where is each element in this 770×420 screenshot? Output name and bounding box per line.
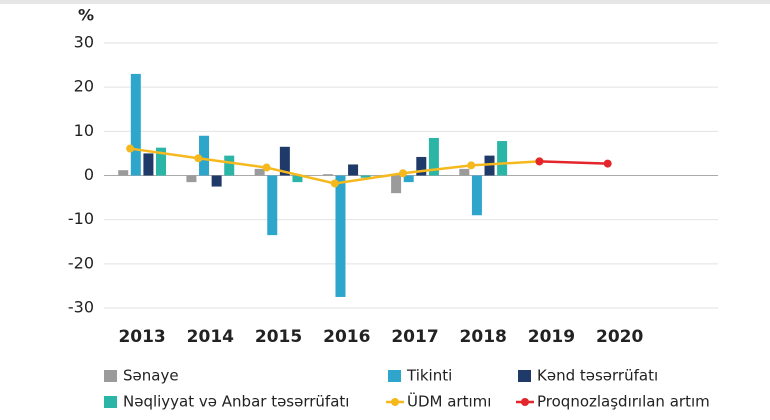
legend-swatch bbox=[104, 396, 117, 408]
bar bbox=[143, 153, 154, 176]
line-point bbox=[535, 157, 544, 166]
legend-swatch bbox=[388, 370, 401, 382]
x-tick-label: 2015 bbox=[255, 327, 302, 347]
y-tick-label: -20 bbox=[68, 253, 94, 272]
bar bbox=[348, 164, 359, 176]
legend-label: Tikinti bbox=[406, 367, 452, 385]
bar bbox=[471, 175, 482, 216]
legend-swatch bbox=[104, 370, 117, 382]
bar bbox=[156, 147, 167, 176]
y-tick-label: 10 bbox=[74, 121, 94, 140]
legend-label: Proqnozlaşdırılan artım bbox=[537, 393, 710, 411]
y-tick-label: -30 bbox=[68, 298, 94, 317]
x-tick-label: 2020 bbox=[596, 327, 643, 347]
line-point bbox=[330, 179, 339, 188]
line-point bbox=[399, 169, 407, 178]
bar bbox=[186, 175, 197, 183]
top-strip bbox=[0, 0, 770, 4]
bar bbox=[254, 168, 265, 176]
line-point bbox=[467, 161, 476, 170]
bar bbox=[335, 175, 346, 297]
x-tick-label: 2014 bbox=[187, 327, 234, 347]
x-tick-label: 2018 bbox=[460, 327, 507, 347]
bar bbox=[428, 137, 439, 176]
bar bbox=[118, 170, 129, 176]
y-tick-label: 30 bbox=[74, 33, 94, 52]
bar bbox=[484, 155, 495, 176]
line bbox=[539, 160, 608, 165]
line-point bbox=[262, 163, 271, 172]
bar bbox=[279, 146, 290, 176]
x-tick-label: 2017 bbox=[391, 327, 438, 347]
legend-label: ÜDM artımı bbox=[407, 392, 491, 411]
bar bbox=[322, 174, 333, 176]
x-tick-label: 2013 bbox=[118, 327, 165, 347]
legend-marker bbox=[391, 398, 399, 406]
y-tick-label: 0 bbox=[84, 165, 94, 184]
bar bbox=[130, 73, 141, 176]
line-point bbox=[194, 154, 203, 163]
x-tick-label: 2016 bbox=[323, 327, 370, 347]
y-tick-label: -10 bbox=[68, 209, 94, 228]
bar bbox=[360, 175, 371, 178]
line-point bbox=[126, 144, 135, 153]
line-point bbox=[603, 159, 612, 168]
bar bbox=[267, 175, 278, 236]
y-axis-label: % bbox=[78, 6, 94, 25]
bar bbox=[292, 175, 303, 183]
legend-swatch bbox=[518, 370, 531, 382]
legend-marker bbox=[521, 398, 529, 406]
bar bbox=[224, 155, 235, 176]
bar bbox=[459, 168, 470, 176]
y-tick-label: 20 bbox=[74, 77, 94, 96]
legend-label: Kənd təsərrüfatı bbox=[537, 367, 658, 385]
bar bbox=[403, 175, 414, 183]
legend-label: Nəqliyyat və Anbar təsərrüfatı bbox=[123, 393, 349, 411]
bar bbox=[391, 175, 402, 194]
bar bbox=[416, 156, 427, 176]
bar bbox=[211, 175, 222, 187]
x-tick-label: 2019 bbox=[528, 327, 575, 347]
bar bbox=[199, 135, 210, 176]
legend-label: Sənaye bbox=[123, 367, 179, 385]
bar bbox=[497, 141, 508, 176]
